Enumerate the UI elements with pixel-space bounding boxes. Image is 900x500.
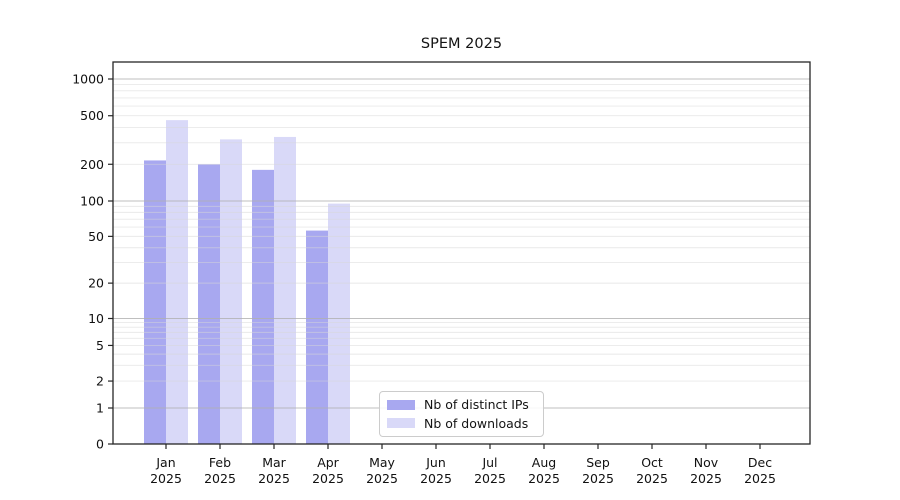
x-tick-month-label: Jul [481,455,497,470]
y-tick-label: 200 [80,157,104,172]
x-tick-year-label: 2025 [420,471,452,486]
x-tick-year-label: 2025 [204,471,236,486]
legend-label-downloads: Nb of downloads [424,415,529,431]
bar-downloads [220,139,242,444]
x-tick-year-label: 2025 [744,471,776,486]
x-tick-year-label: 2025 [582,471,614,486]
x-tick-year-label: 2025 [528,471,560,486]
x-tick-month-label: Jan [155,455,175,470]
y-tick-label: 500 [80,108,104,123]
x-tick-month-label: Mar [262,455,286,470]
y-tick-label: 50 [88,229,104,244]
legend-swatch-distinct-ips [387,399,415,410]
y-tick-label: 5 [96,338,104,353]
y-tick-label: 20 [88,276,104,291]
x-tick-month-label: Apr [317,455,339,470]
bar-distinct-ips [198,164,220,444]
bar-downloads [274,136,296,445]
x-tick-month-label: Jun [425,455,446,470]
y-tick-label: 10 [88,311,104,326]
y-tick-label: 0 [96,437,104,452]
x-tick-year-label: 2025 [690,471,722,486]
bar-distinct-ips [306,230,328,444]
x-tick-year-label: 2025 [366,471,398,486]
legend-box: Nb of distinct IPs Nb of downloads [379,391,544,437]
x-tick-year-label: 2025 [636,471,668,486]
y-tick-label: 2 [96,374,104,389]
x-tick-month-label: Oct [641,455,663,470]
x-tick-year-label: 2025 [474,471,506,486]
legend-item-distinct-ips: Nb of distinct IPs [387,397,536,412]
x-tick-month-label: Feb [209,455,231,470]
y-tick-label: 1 [96,401,104,416]
bar-distinct-ips [252,169,274,444]
bar-downloads [328,203,350,444]
legend-swatch-downloads [387,418,415,429]
bar-distinct-ips [144,160,166,444]
x-tick-month-label: Sep [586,455,610,470]
x-tick-year-label: 2025 [150,471,182,486]
x-tick-year-label: 2025 [258,471,290,486]
y-tick-label: 100 [80,194,104,209]
legend-label-distinct-ips: Nb of distinct IPs [424,397,529,413]
chart-title: SPEM 2025 [420,36,503,52]
x-tick-month-label: May [369,455,395,470]
plot-border [112,61,811,445]
legend-item-downloads: Nb of downloads [387,416,536,431]
x-tick-month-label: Nov [694,455,719,470]
y-tick-label: 1000 [72,72,104,87]
x-tick-month-label: Aug [532,455,556,470]
x-tick-month-label: Dec [748,455,772,470]
bar-downloads [166,120,188,444]
x-tick-year-label: 2025 [312,471,344,486]
